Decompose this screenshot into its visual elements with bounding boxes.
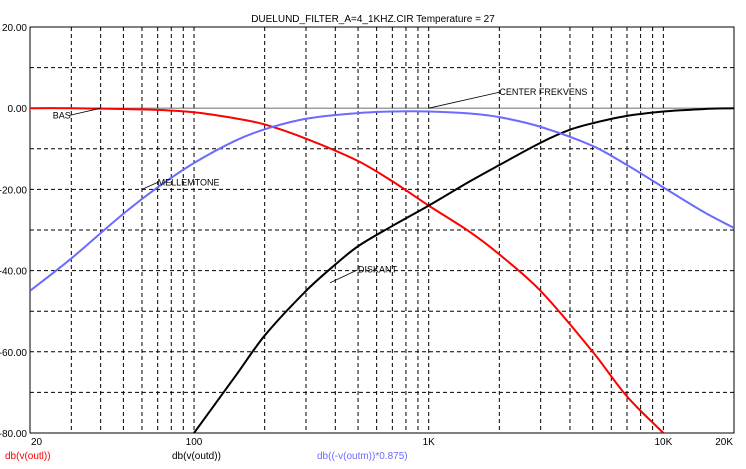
x-tick-label: 100 (186, 437, 203, 448)
annotation-pointer (330, 270, 358, 283)
x-tick-label: 10K (654, 437, 672, 448)
mellemtone-label: MELLEMTONE (158, 177, 220, 187)
center-frekvens-label: CENTER FREKVENS (499, 87, 587, 97)
y-tick-label: -40.00 (0, 267, 27, 278)
grid (30, 27, 734, 433)
x-tick-label: 20K (715, 437, 733, 448)
diskant-label: DISKANT (358, 265, 398, 275)
y-axis: 20.00 0.00 -20.00 -40.00 -60.00 -80.00 (0, 23, 27, 440)
y-tick-label: 20.00 (2, 23, 27, 34)
x-axis: 20 100 1K 10K 20K (31, 437, 733, 448)
y-tick-label: -80.00 (0, 429, 27, 440)
y-tick-label: 0.00 (8, 104, 28, 115)
x-tick-label: 20 (31, 437, 43, 448)
y-tick-label: -20.00 (0, 185, 27, 196)
chart-title: DUELUND_FILTER_A=4_1KHZ.CIR Temperature … (251, 14, 495, 25)
y-tick-label: -60.00 (0, 348, 27, 359)
annotation-pointer (429, 92, 500, 108)
legend-diskant: db(v(outd)) (172, 451, 221, 462)
bas-label: BAS (53, 110, 71, 120)
legend-bas: db(v(outl)) (5, 451, 51, 462)
legend: db(v(outl)) db(v(outd)) db((-v(outm))*0.87… (5, 451, 408, 462)
x-tick-label: 1K (423, 437, 436, 448)
legend-mellemtone: db((-v(outm))*0.875) (317, 451, 408, 462)
